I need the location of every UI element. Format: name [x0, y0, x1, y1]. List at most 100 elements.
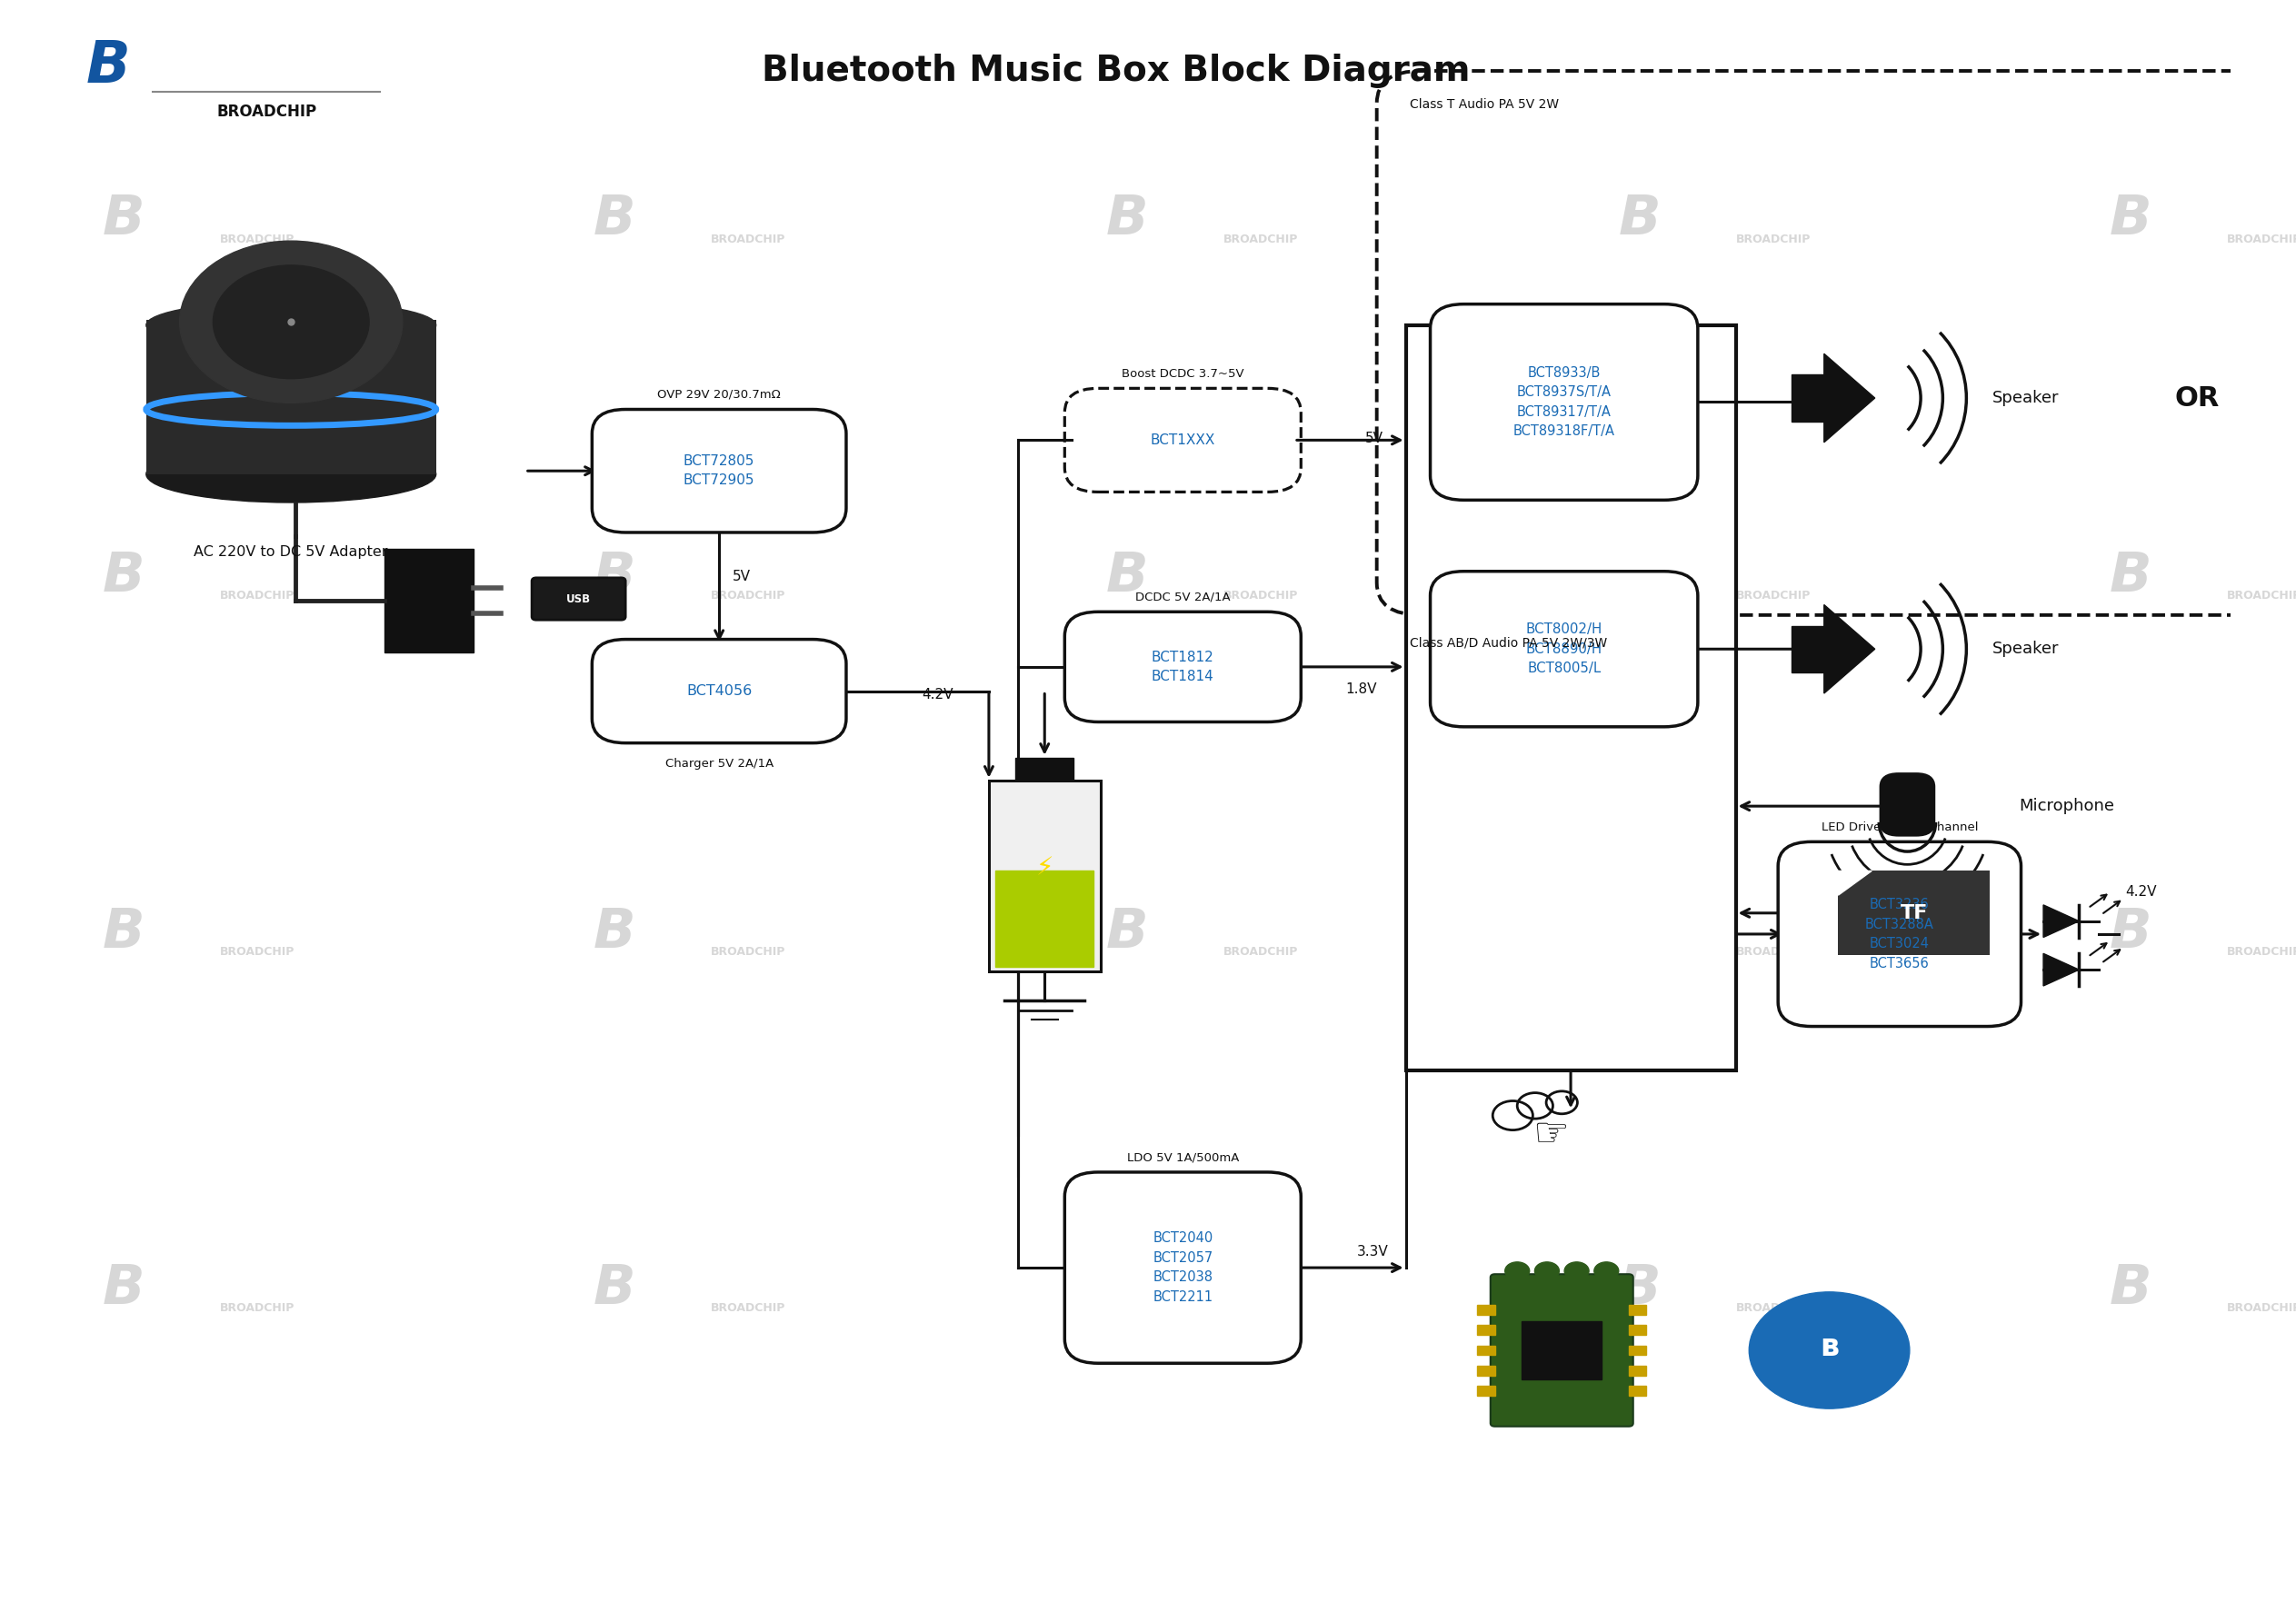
- Text: B: B: [1619, 1262, 1660, 1315]
- Text: B: B: [1619, 905, 1660, 959]
- Text: BROADCHIP: BROADCHIP: [712, 1302, 785, 1314]
- Circle shape: [1504, 1262, 1529, 1280]
- Text: BROADCHIP: BROADCHIP: [712, 590, 785, 602]
- Text: B: B: [2110, 905, 2151, 959]
- Text: Charger 5V 2A/1A: Charger 5V 2A/1A: [666, 757, 774, 770]
- Text: BROADCHIP: BROADCHIP: [220, 946, 296, 959]
- Ellipse shape: [147, 300, 436, 349]
- Polygon shape: [2043, 954, 2078, 986]
- FancyBboxPatch shape: [533, 577, 625, 620]
- Text: BCT1812
BCT1814: BCT1812 BCT1814: [1153, 650, 1215, 683]
- Bar: [996, 871, 1093, 967]
- Text: ☞: ☞: [1531, 1116, 1568, 1155]
- Bar: [1015, 757, 1075, 780]
- Text: B: B: [103, 550, 145, 603]
- Text: B: B: [592, 550, 636, 603]
- Text: B: B: [1107, 550, 1148, 603]
- Text: TF: TF: [1901, 903, 1929, 923]
- Text: BCT8933/B
BCT8937S/T/A
BCT89317/T/A
BCT89318F/T/A: BCT8933/B BCT8937S/T/A BCT89317/T/A BCT8…: [1513, 367, 1614, 438]
- Text: LED Driver 36/16 Channel: LED Driver 36/16 Channel: [1821, 821, 1977, 834]
- Text: BROADCHIP: BROADCHIP: [1224, 590, 1297, 602]
- Text: BROADCHIP: BROADCHIP: [220, 234, 296, 245]
- Text: BCT3236
BCT3288A
BCT3024
BCT3656: BCT3236 BCT3288A BCT3024 BCT3656: [1864, 899, 1933, 970]
- Text: BCT8002/H
BCT8890/H
BCT8005/L: BCT8002/H BCT8890/H BCT8005/L: [1527, 623, 1603, 675]
- Text: B: B: [592, 193, 636, 247]
- Text: BROADCHIP: BROADCHIP: [1224, 946, 1297, 959]
- Text: B: B: [2110, 550, 2151, 603]
- Circle shape: [1593, 1262, 1619, 1280]
- Text: 1.8V: 1.8V: [1345, 683, 1378, 696]
- Text: B: B: [103, 1262, 145, 1315]
- Text: MCU: MCU: [1545, 689, 1596, 707]
- Circle shape: [1564, 1262, 1589, 1280]
- Text: Microphone: Microphone: [2018, 798, 2115, 814]
- Bar: [1476, 1325, 1495, 1335]
- Text: AC 220V to DC 5V Adapter: AC 220V to DC 5V Adapter: [195, 545, 388, 558]
- Text: Class T Audio PA 5V 2W: Class T Audio PA 5V 2W: [1410, 99, 1559, 112]
- FancyBboxPatch shape: [1777, 842, 2020, 1027]
- Text: ⚡: ⚡: [1035, 855, 1054, 881]
- Text: BROADCHIP: BROADCHIP: [2227, 590, 2296, 602]
- Bar: [1839, 871, 1991, 955]
- Bar: [1476, 1366, 1495, 1375]
- Text: B: B: [1107, 1262, 1148, 1315]
- Bar: [1628, 1385, 1646, 1395]
- Text: BCT2040
BCT2057
BCT2038
BCT2211: BCT2040 BCT2057 BCT2038 BCT2211: [1153, 1231, 1212, 1304]
- Text: BROADCHIP: BROADCHIP: [2227, 234, 2296, 245]
- Text: BCT72805
BCT72905: BCT72805 BCT72905: [684, 454, 755, 487]
- Text: B: B: [103, 905, 145, 959]
- Text: B: B: [1107, 193, 1148, 247]
- Bar: [1522, 1322, 1603, 1379]
- FancyBboxPatch shape: [592, 409, 847, 532]
- Bar: [1628, 1306, 1646, 1315]
- Text: BROADCHIP: BROADCHIP: [2227, 946, 2296, 959]
- Text: DCDC 5V 2A/1A: DCDC 5V 2A/1A: [1134, 592, 1231, 603]
- Text: Speaker: Speaker: [1993, 641, 2060, 657]
- Text: BCT4056: BCT4056: [687, 684, 753, 697]
- Text: OVP 29V 20/30.7mΩ: OVP 29V 20/30.7mΩ: [657, 389, 781, 401]
- Text: B: B: [2110, 1262, 2151, 1315]
- Text: USB: USB: [567, 594, 590, 605]
- FancyBboxPatch shape: [147, 320, 436, 474]
- FancyBboxPatch shape: [1490, 1275, 1632, 1426]
- Text: B: B: [1107, 905, 1148, 959]
- Text: B: B: [103, 193, 145, 247]
- Text: OR: OR: [2174, 384, 2220, 412]
- Text: LDO 5V 1A/500mA: LDO 5V 1A/500mA: [1127, 1152, 1240, 1163]
- Text: 5V: 5V: [732, 569, 751, 582]
- Text: BROADCHIP: BROADCHIP: [712, 946, 785, 959]
- Bar: [1628, 1366, 1646, 1375]
- Circle shape: [179, 242, 402, 402]
- Text: B: B: [2110, 193, 2151, 247]
- FancyBboxPatch shape: [1405, 324, 1736, 1071]
- Text: BROADCHIP: BROADCHIP: [220, 590, 296, 602]
- Ellipse shape: [147, 446, 436, 503]
- Text: Boost DCDC 3.7~5V: Boost DCDC 3.7~5V: [1123, 368, 1244, 380]
- Bar: [1628, 1345, 1646, 1354]
- FancyBboxPatch shape: [1065, 611, 1302, 722]
- Text: Bluetooth Music Box Block Diagram: Bluetooth Music Box Block Diagram: [762, 54, 1469, 88]
- Polygon shape: [1823, 354, 1876, 443]
- Polygon shape: [1823, 605, 1876, 693]
- FancyBboxPatch shape: [592, 639, 847, 743]
- Text: BCT1XXX: BCT1XXX: [1150, 433, 1215, 448]
- FancyBboxPatch shape: [1430, 571, 1697, 727]
- Text: Speaker: Speaker: [1993, 389, 2060, 406]
- Text: B: B: [592, 1262, 636, 1315]
- Text: 4.2V: 4.2V: [923, 688, 953, 701]
- Bar: [386, 548, 473, 652]
- Polygon shape: [2043, 905, 2078, 938]
- Bar: [1476, 1345, 1495, 1354]
- Bar: [1476, 1306, 1495, 1315]
- Text: 3.3V: 3.3V: [1357, 1244, 1389, 1259]
- Circle shape: [214, 266, 370, 378]
- Bar: [1628, 1325, 1646, 1335]
- Text: B: B: [1619, 550, 1660, 603]
- Bar: [990, 780, 1100, 972]
- Text: BROADCHIP: BROADCHIP: [712, 234, 785, 245]
- Circle shape: [1534, 1262, 1559, 1280]
- Polygon shape: [1839, 871, 1871, 895]
- Text: BROADCHIP: BROADCHIP: [216, 104, 317, 120]
- Text: BROADCHIP: BROADCHIP: [1736, 234, 1812, 245]
- Text: BROADCHIP: BROADCHIP: [1736, 1302, 1812, 1314]
